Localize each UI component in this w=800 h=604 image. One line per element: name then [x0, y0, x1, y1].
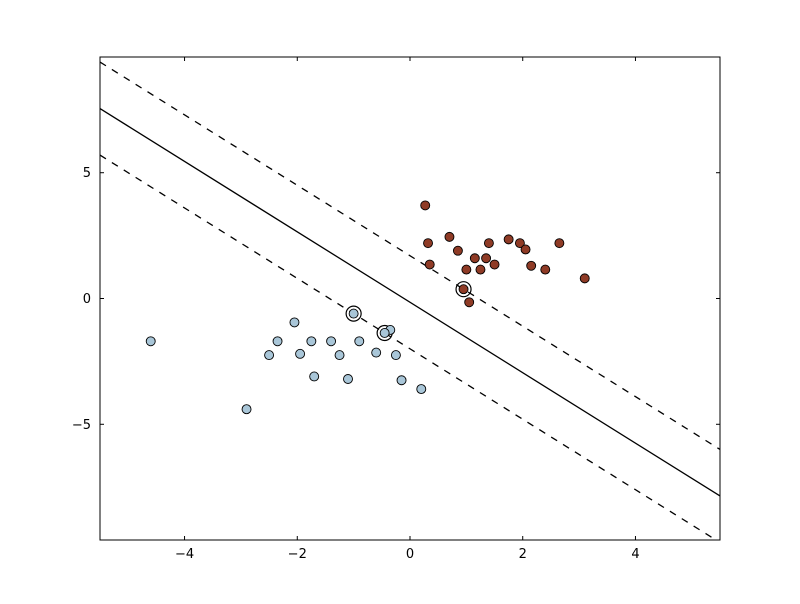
- class-positive-point: [420, 200, 431, 211]
- decision-boundary-line: [99, 108, 721, 497]
- x-tick-label: 4: [631, 547, 639, 562]
- class-positive-point: [540, 264, 551, 275]
- class-negative-point: [348, 308, 359, 319]
- class-negative-point: [396, 375, 407, 386]
- class-positive-point: [489, 259, 500, 270]
- x-tick-label: 2: [519, 547, 527, 562]
- class-negative-point: [295, 348, 306, 359]
- y-tick-label: −5: [72, 418, 91, 433]
- class-negative-point: [354, 336, 365, 347]
- class-positive-point: [520, 244, 531, 255]
- support-vector-ring: [345, 305, 362, 322]
- x-tick-label: −2: [288, 547, 307, 562]
- class-negative-point: [272, 336, 283, 347]
- class-positive-point: [452, 245, 463, 256]
- class-negative-point: [379, 328, 390, 338]
- margin-lower-line: [99, 154, 717, 541]
- class-positive-point: [458, 284, 469, 295]
- x-tick-label: 0: [406, 547, 414, 562]
- class-positive-point: [444, 231, 455, 242]
- margin-upper-line: [99, 61, 721, 450]
- class-negative-point: [371, 347, 382, 358]
- x-tick-label: −4: [175, 547, 194, 562]
- class-negative-point: [343, 374, 353, 384]
- class-negative-point: [289, 317, 300, 328]
- class-negative-point: [309, 371, 320, 382]
- class-positive-point: [464, 297, 475, 308]
- class-positive-point: [481, 253, 492, 264]
- class-negative-point: [264, 350, 275, 361]
- y-tick-label: 5: [83, 166, 91, 181]
- class-negative-point: [334, 350, 345, 361]
- class-negative-point: [416, 384, 427, 395]
- class-negative-point: [326, 336, 337, 347]
- y-tick-label: 0: [83, 292, 91, 307]
- class-positive-point: [503, 234, 514, 245]
- class-positive-point: [514, 238, 525, 249]
- class-positive-point: [423, 238, 433, 249]
- class-negative-point: [306, 336, 317, 347]
- class-negative-point: [145, 336, 156, 347]
- class-negative-point: [241, 404, 252, 415]
- class-positive-point: [483, 238, 494, 249]
- class-positive-point: [469, 253, 480, 264]
- class-negative-point: [390, 350, 401, 361]
- class-positive-point: [579, 273, 590, 284]
- class-positive-point: [526, 260, 537, 271]
- class-positive-point: [475, 264, 486, 275]
- support-vector-ring: [455, 281, 472, 298]
- class-positive-point: [424, 259, 435, 270]
- class-positive-point: [554, 238, 565, 249]
- class-positive-point: [461, 264, 472, 275]
